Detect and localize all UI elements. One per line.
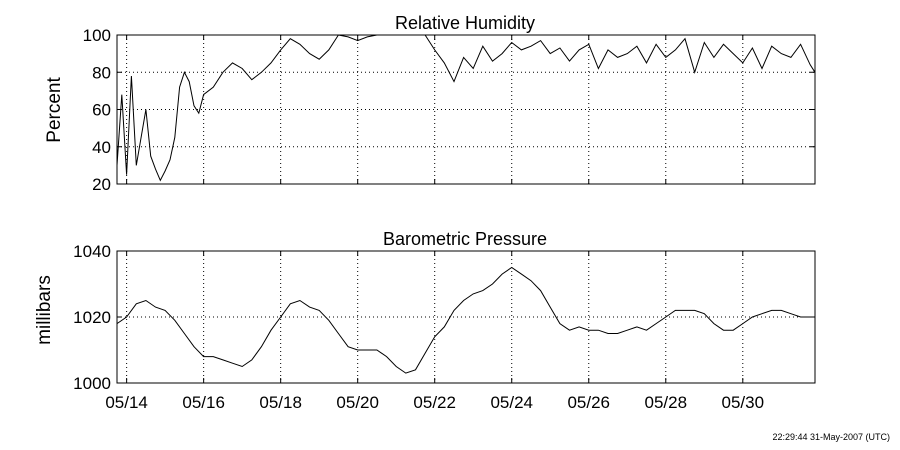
y-tick-label: 20	[92, 175, 111, 194]
x-tick-label: 05/30	[722, 393, 765, 412]
y-tick-label: 1000	[73, 374, 111, 393]
y-tick-labels: 20 40 60 80 100	[83, 26, 111, 194]
x-tick-label: 05/22	[413, 393, 456, 412]
grid-lines	[117, 251, 815, 383]
y-tick-label: 40	[92, 138, 111, 157]
chart-title: Barometric Pressure	[383, 229, 547, 249]
x-tick-label: 05/16	[182, 393, 225, 412]
y-tick-label: 100	[83, 26, 111, 45]
y-tick-labels: 1000 1020 1040	[73, 242, 111, 393]
x-tick-label: 05/28	[644, 393, 687, 412]
x-tick-label: 05/26	[567, 393, 610, 412]
chart-title: Relative Humidity	[395, 13, 535, 33]
x-tick-label: 05/14	[105, 393, 148, 412]
x-tick-label: 05/24	[490, 393, 533, 412]
pressure-chart: Barometric Pressure millibars 1000102010…	[34, 229, 816, 412]
humidity-series-line	[116, 34, 816, 182]
plot-frame	[116, 34, 816, 185]
x-tick-labels: 05/14 05/16 05/18 05/20 05/22 05/24 05/26 05/28…	[105, 393, 764, 412]
plot-frame	[116, 250, 816, 384]
x-tick-label: 05/18	[259, 393, 302, 412]
y-axis-label: millibars	[34, 275, 55, 345]
grid-lines	[117, 35, 815, 184]
timestamp-footer: 22:29:44 31-May-2007 (UTC)	[772, 432, 890, 442]
humidity-chart: Relative Humidity Percent 20 40 60 80 100	[44, 13, 816, 194]
y-tick-label: 1040	[73, 242, 111, 261]
y-tick-label: 80	[92, 63, 111, 82]
y-axis-label: Percent	[44, 77, 65, 143]
x-tick-label: 05/20	[336, 393, 379, 412]
tick-marks	[117, 34, 815, 185]
y-tick-label: 1020	[73, 308, 111, 327]
pressure-series-line	[116, 266, 815, 374]
y-tick-label: 60	[92, 101, 111, 120]
